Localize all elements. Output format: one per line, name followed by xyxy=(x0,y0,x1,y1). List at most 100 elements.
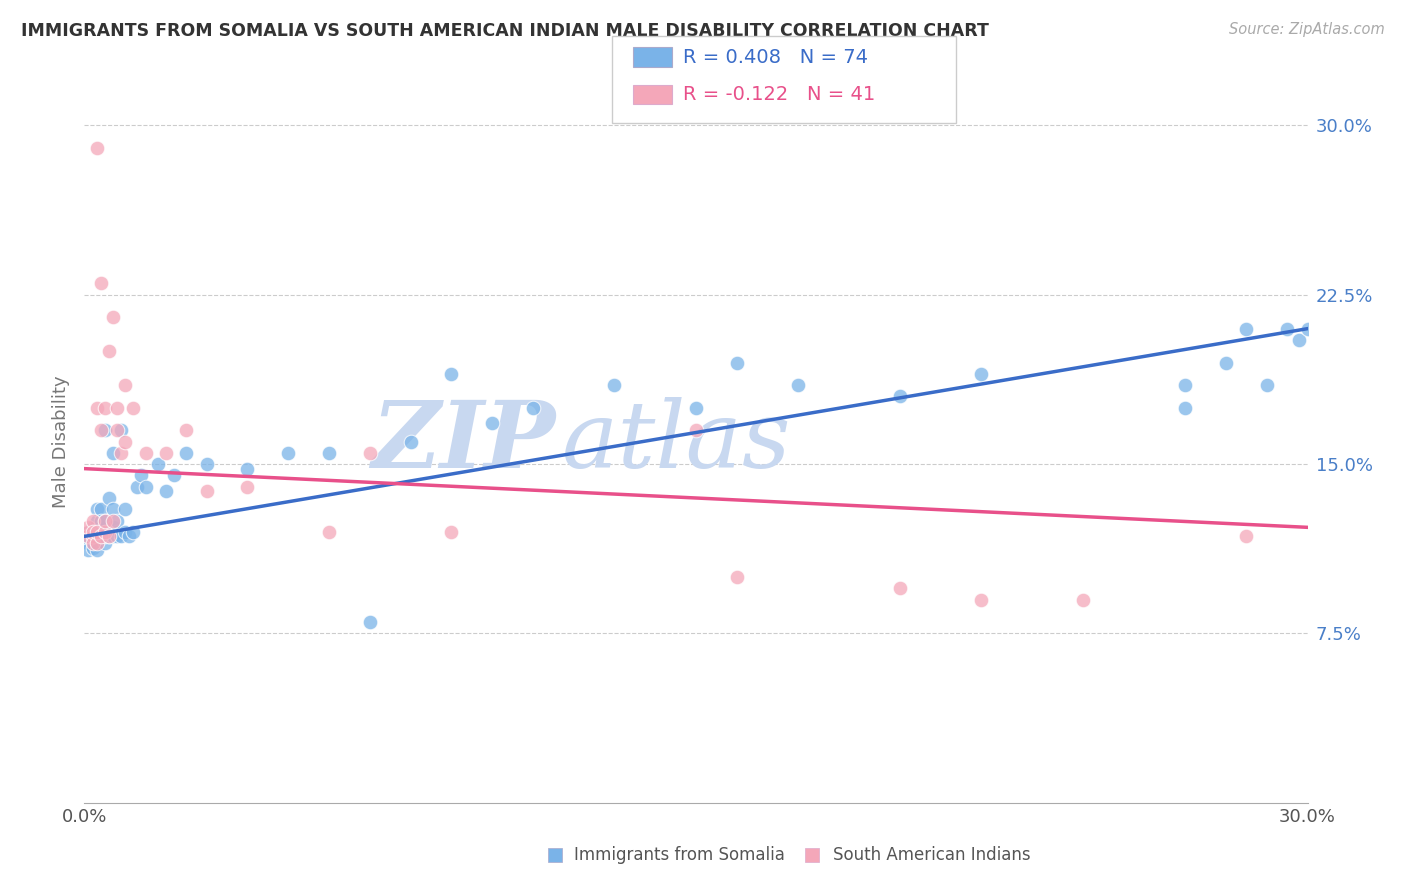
Point xyxy=(114,502,136,516)
Point xyxy=(399,434,422,449)
Point xyxy=(86,533,108,548)
Point xyxy=(82,529,104,543)
Point xyxy=(603,378,626,392)
Point xyxy=(135,480,157,494)
Point xyxy=(135,446,157,460)
Point xyxy=(90,514,112,528)
Text: R = 0.408   N = 74: R = 0.408 N = 74 xyxy=(683,47,869,67)
Point xyxy=(522,401,544,415)
Point xyxy=(82,541,104,555)
Point xyxy=(1256,378,1278,392)
Text: atlas: atlas xyxy=(561,397,792,486)
Point xyxy=(86,536,108,550)
Point xyxy=(105,514,128,528)
Point xyxy=(77,520,100,534)
Point xyxy=(93,401,115,415)
Point xyxy=(146,457,169,471)
Point xyxy=(155,484,177,499)
Point xyxy=(97,529,120,543)
Text: R = -0.122   N = 41: R = -0.122 N = 41 xyxy=(683,85,876,104)
Point xyxy=(82,529,104,543)
Point xyxy=(118,529,141,543)
Point xyxy=(1174,401,1197,415)
Point xyxy=(110,423,132,437)
Point xyxy=(82,524,104,539)
Point xyxy=(127,480,149,494)
Point xyxy=(93,524,115,539)
Point xyxy=(77,524,100,539)
Point xyxy=(318,446,340,460)
Point xyxy=(1236,321,1258,335)
Point xyxy=(101,514,124,528)
Point xyxy=(77,536,100,550)
Point xyxy=(122,401,145,415)
Point xyxy=(236,480,259,494)
Point xyxy=(725,570,748,584)
Point xyxy=(195,484,218,499)
Point xyxy=(105,529,128,543)
Point xyxy=(1174,378,1197,392)
Point xyxy=(195,457,218,471)
Point xyxy=(440,524,463,539)
Point xyxy=(86,542,108,557)
Point xyxy=(86,401,108,415)
Point xyxy=(1236,529,1258,543)
Point xyxy=(1277,321,1299,335)
Point xyxy=(86,524,108,539)
Point xyxy=(685,423,707,437)
Point xyxy=(86,141,108,155)
Point xyxy=(277,446,299,460)
Point xyxy=(787,378,810,392)
Point xyxy=(1073,592,1095,607)
Point xyxy=(114,524,136,539)
Point xyxy=(970,367,993,381)
Point xyxy=(1296,321,1319,335)
Point xyxy=(359,446,381,460)
Point xyxy=(105,524,128,539)
Point xyxy=(90,529,112,543)
Point xyxy=(77,529,100,543)
Point xyxy=(82,524,104,539)
Point xyxy=(77,529,100,543)
Point xyxy=(725,355,748,369)
Point xyxy=(105,423,128,437)
Text: Source: ZipAtlas.com: Source: ZipAtlas.com xyxy=(1229,22,1385,37)
Point xyxy=(77,542,100,557)
Point xyxy=(97,529,120,543)
Point xyxy=(90,529,112,543)
Point xyxy=(86,514,108,528)
Point xyxy=(114,434,136,449)
Point xyxy=(359,615,381,630)
Point xyxy=(90,520,112,534)
Point xyxy=(101,502,124,516)
Point xyxy=(163,468,186,483)
Point xyxy=(97,344,120,359)
Point xyxy=(97,524,120,539)
Point xyxy=(86,529,108,543)
Point xyxy=(122,524,145,539)
Point xyxy=(110,446,132,460)
Point xyxy=(90,423,112,437)
Y-axis label: Male Disability: Male Disability xyxy=(52,376,70,508)
Point xyxy=(90,277,112,291)
Point xyxy=(1288,333,1310,347)
Point xyxy=(236,461,259,475)
Point xyxy=(93,514,115,528)
Text: IMMIGRANTS FROM SOMALIA VS SOUTH AMERICAN INDIAN MALE DISABILITY CORRELATION CHA: IMMIGRANTS FROM SOMALIA VS SOUTH AMERICA… xyxy=(21,22,988,40)
Point xyxy=(93,423,115,437)
Point xyxy=(77,524,100,539)
Point xyxy=(82,514,104,528)
Point xyxy=(889,582,911,596)
Text: Immigrants from Somalia: Immigrants from Somalia xyxy=(574,846,785,863)
Text: ZIP: ZIP xyxy=(371,397,555,486)
Point xyxy=(174,446,197,460)
Point xyxy=(93,524,115,539)
Text: South American Indians: South American Indians xyxy=(832,846,1031,863)
Point xyxy=(90,502,112,516)
Point xyxy=(86,524,108,539)
Point xyxy=(93,529,115,543)
Point xyxy=(101,310,124,325)
Point xyxy=(86,536,108,550)
Point xyxy=(101,446,124,460)
Point xyxy=(97,491,120,505)
